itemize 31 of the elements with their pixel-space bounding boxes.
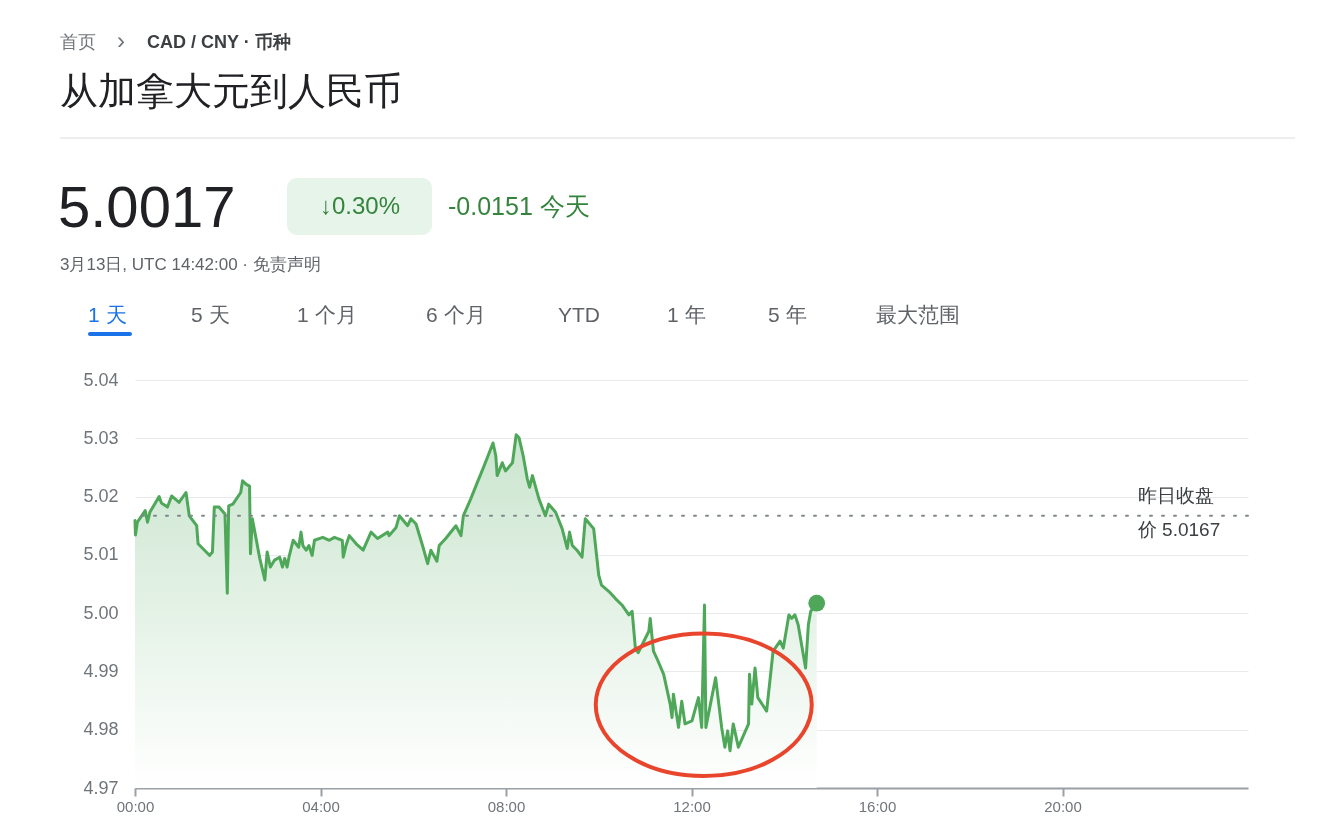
text: -0.0151 今天 <box>448 192 590 220</box>
ref-line-label: 昨日收盘价 5.0167 <box>1136 484 1221 540</box>
y-tick-label: 5.00 <box>83 602 119 623</box>
text: › <box>117 27 125 54</box>
text: 首页 <box>60 32 96 52</box>
text: 6 个月 <box>426 303 486 326</box>
text: YTD <box>558 303 600 326</box>
chart-title: 从加拿大元到人民币 <box>60 70 402 112</box>
y-tick-label: 5.03 <box>83 427 119 448</box>
text: CAD / CNY · 币种 <box>147 32 291 52</box>
y-tick-label: 5.04 <box>83 369 119 390</box>
x-tick-label: 00:00 <box>116 797 155 815</box>
y-tick-label: 5.01 <box>83 544 119 565</box>
x-tick-label: 08:00 <box>487 797 526 815</box>
y-tick-label: 4.97 <box>83 777 119 798</box>
x-tick-label: 12:00 <box>673 797 711 815</box>
text: 3月13日, UTC 14:42:00 · 免责声明 <box>60 255 321 274</box>
x-tick-label: 20:00 <box>1044 797 1082 815</box>
text: 最大范围 <box>876 303 960 326</box>
text: 5.0017 <box>58 174 236 239</box>
y-tick-label: 4.98 <box>83 719 119 740</box>
x-tick-label: 04:00 <box>302 797 340 815</box>
y-tick-label: 4.99 <box>83 660 119 681</box>
text: 1 年 <box>667 303 706 326</box>
text: ↓0.30% <box>319 192 401 219</box>
x-tick-label: 16:00 <box>858 797 897 815</box>
text: 1 天 <box>88 303 127 326</box>
text: 5 天 <box>191 303 230 326</box>
y-tick-label: 5.02 <box>83 486 119 507</box>
text: 5 年 <box>768 303 807 326</box>
text: 1 个月 <box>297 303 357 326</box>
